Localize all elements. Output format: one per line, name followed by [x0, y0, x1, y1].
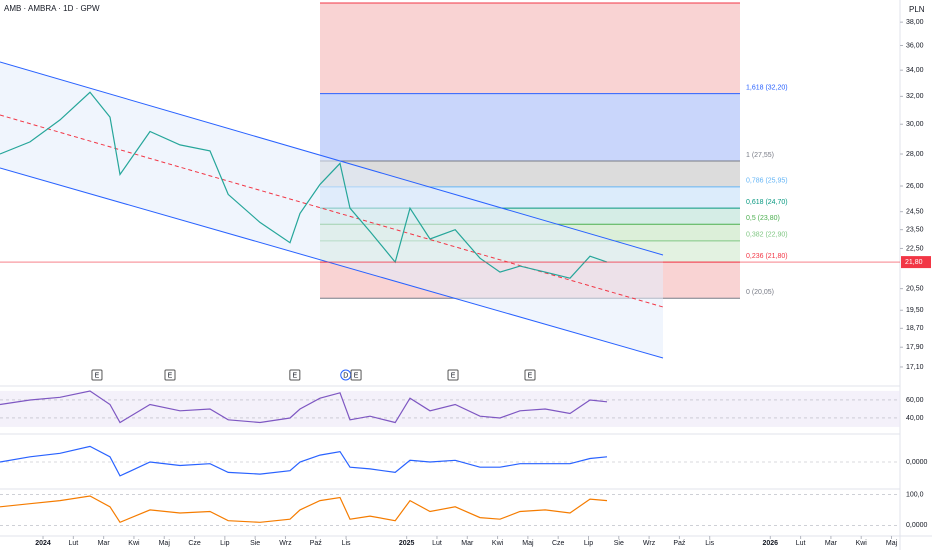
- y-tick-label: 100,0: [906, 491, 924, 498]
- x-tick-label: Lip: [220, 540, 229, 547]
- y-tick-label: 60,00: [906, 397, 924, 404]
- y-tick-label: 20,50: [906, 285, 924, 292]
- fib-label: 0,5 (23,80): [746, 215, 780, 222]
- event-marker: [289, 369, 301, 381]
- y-tick-label: 26,00: [906, 183, 924, 190]
- price-tag-box: [901, 256, 931, 269]
- y-tick-label: 34,00: [906, 67, 924, 74]
- event-marker: [524, 369, 536, 381]
- x-tick-label: Wrz: [643, 540, 656, 547]
- channel-lower: [0, 167, 664, 359]
- x-tick-label: Lut: [68, 540, 78, 547]
- x-tick-label: Kwi: [128, 540, 140, 547]
- y-tick-label: 17,10: [906, 364, 924, 371]
- event-marker: [91, 369, 103, 381]
- channel-fill: [0, 62, 663, 358]
- x-tick-label: Mar: [98, 540, 111, 547]
- y-tick-label: 17,90: [906, 344, 924, 351]
- x-tick-label: Mar: [825, 540, 838, 547]
- fib-label: 1,618 (32,20): [746, 85, 788, 92]
- x-tick-label: Lip: [584, 540, 593, 547]
- y-tick-label: 28,00: [906, 151, 924, 158]
- y-tick-label: 23,50: [906, 227, 924, 234]
- event-label: E: [528, 372, 533, 379]
- x-tick-label: Kwi: [856, 540, 868, 547]
- indicator-line: [0, 390, 608, 424]
- x-tick-label: Maj: [886, 540, 898, 547]
- y-tick-label: 18,70: [906, 325, 924, 332]
- event-label: D: [343, 372, 348, 379]
- y-tick-label: 24,50: [906, 209, 924, 216]
- event-label: E: [451, 372, 456, 379]
- y-tick-label: 0,0000: [906, 459, 928, 466]
- x-tick-label: Sie: [250, 540, 260, 547]
- y-tick-label: 40,00: [906, 415, 924, 422]
- x-tick-label: Wrz: [279, 540, 292, 547]
- x-tick-label: Paź: [673, 540, 686, 547]
- x-tick-label: Sie: [614, 540, 624, 547]
- y-tick-label: 0,0000: [906, 522, 928, 529]
- x-tick-label: Lut: [432, 540, 442, 547]
- indicator-line: [0, 445, 608, 477]
- x-tick-label: Cze: [552, 540, 565, 547]
- x-tick-label: Lis: [342, 540, 351, 547]
- y-tick-label: 32,00: [906, 93, 924, 100]
- y-tick-label: 19,50: [906, 307, 924, 314]
- x-tick-label: Lut: [796, 540, 806, 547]
- fib-label: 0,382 (22,90): [746, 232, 788, 239]
- channel-upper: [0, 61, 664, 256]
- y-tick-label: 22,50: [906, 245, 924, 252]
- channel-mid: [0, 114, 664, 308]
- event-label: E: [168, 372, 173, 379]
- y-tick-label: 38,00: [906, 19, 924, 26]
- fib-label: 0,236 (21,80): [746, 253, 788, 260]
- fib-label: 0 (20,05): [746, 289, 774, 296]
- event-marker: [164, 369, 176, 381]
- y-tick-label: 36,00: [906, 42, 924, 49]
- x-tick-label: Paź: [310, 540, 323, 547]
- y-tick-label: 30,00: [906, 121, 924, 128]
- fib-zone: [320, 3, 740, 94]
- event-marker: [350, 369, 362, 381]
- x-tick-label: 2026: [763, 540, 779, 547]
- fib-label: 1 (27,55): [746, 152, 774, 159]
- x-tick-label: Maj: [522, 540, 534, 547]
- event-label: E: [95, 372, 100, 379]
- event-label: E: [293, 372, 298, 379]
- price-line: [0, 91, 608, 279]
- x-tick-label: Maj: [159, 540, 171, 547]
- x-tick-label: 2025: [399, 540, 415, 547]
- x-tick-label: 2024: [35, 540, 51, 547]
- price-tag: 21,80: [905, 259, 923, 266]
- rsi-band: [0, 390, 900, 427]
- fib-zone: [320, 93, 740, 162]
- event-marker: [447, 369, 459, 381]
- x-tick-label: Cze: [188, 540, 201, 547]
- indicator-line: [0, 495, 608, 524]
- fib-label: 0,618 (24,70): [746, 199, 788, 206]
- x-tick-label: Kwi: [492, 540, 504, 547]
- event-label: E: [354, 372, 359, 379]
- x-tick-label: Mar: [461, 540, 474, 547]
- x-tick-label: Lis: [705, 540, 714, 547]
- chart-title: AMB · AMBRA · 1D · GPW: [4, 4, 100, 13]
- currency: PLN: [909, 5, 925, 14]
- fib-label: 0,786 (25,95): [746, 178, 788, 185]
